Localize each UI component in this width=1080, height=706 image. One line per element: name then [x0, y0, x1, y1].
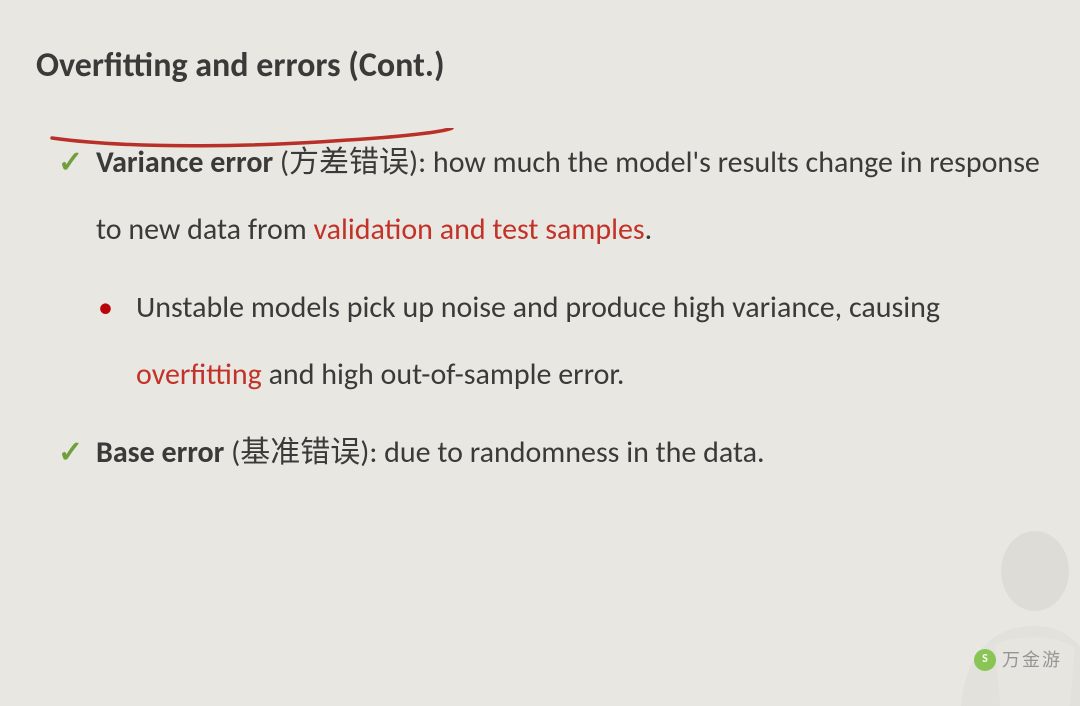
title-text: Overfitting and errors (Cont.) [36, 45, 445, 86]
slide: Overfitting and errors (Cont.) ✓ Varianc… [0, 0, 1080, 706]
bullet-dot-icon: • [98, 274, 113, 342]
bullet-text: : due to randomness in the data. [369, 434, 764, 471]
subbullet-overfitting: • Unstable models pick up noise and prod… [36, 274, 1044, 409]
watermark-icon: S [974, 649, 996, 671]
bullet-highlight: overfitting [136, 356, 262, 393]
bullet-base-error: ✓ Base error (基准错误): due to randomness i… [36, 419, 1044, 487]
bullet-paren-cn: (方差错误) [273, 144, 418, 181]
bullet-text: . [645, 211, 653, 248]
bullet-lead-bold: Variance error [96, 144, 273, 181]
bullet-variance-error: ✓ Variance error (方差错误): how much the mo… [36, 129, 1044, 264]
bullet-lead-bold: Base error [96, 434, 224, 471]
watermark-text: 万金游 [1002, 640, 1062, 681]
check-icon: ✓ [58, 129, 83, 197]
slide-title: Overfitting and errors (Cont.) [36, 28, 1044, 105]
watermark: S 万金游 [974, 640, 1062, 681]
bullet-highlight: validation and test samples [314, 211, 645, 248]
bullet-text: Unstable models pick up noise and produc… [136, 289, 940, 326]
bullet-paren-cn: (基准错误) [224, 434, 369, 471]
check-icon: ✓ [58, 419, 83, 487]
bullet-text: and high out-of-sample error. [262, 356, 625, 393]
